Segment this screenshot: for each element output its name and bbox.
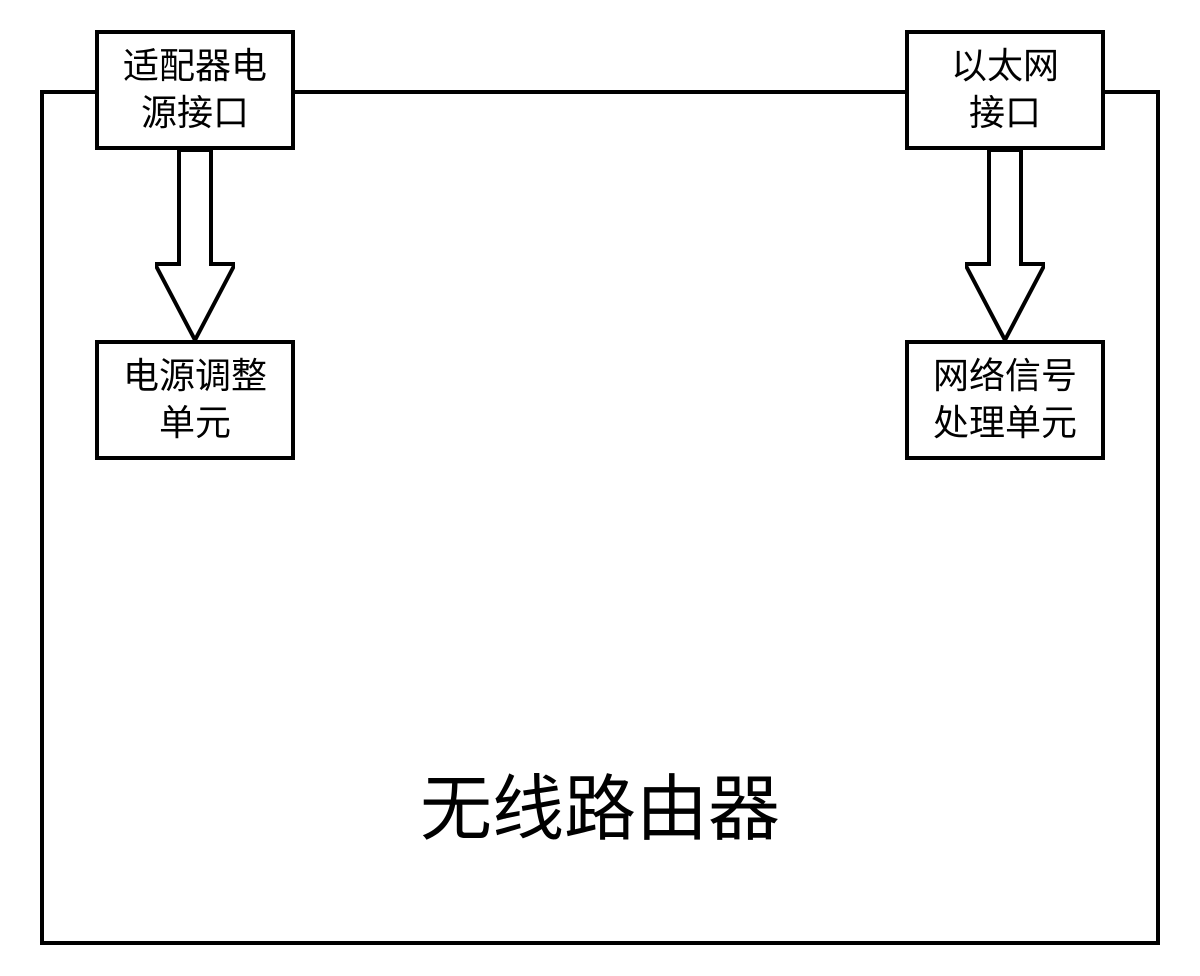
node-ethernet-interface: 以太网 接口 <box>905 30 1105 150</box>
node-power-adjust-unit: 电源调整 单元 <box>95 340 295 460</box>
node-network-signal-unit: 网络信号 处理单元 <box>905 340 1105 460</box>
node-adapter-power-interface: 适配器电 源接口 <box>95 30 295 150</box>
node-label-line2: 处理单元 <box>933 400 1077 447</box>
node-label-line2: 源接口 <box>141 90 249 137</box>
node-label-line2: 单元 <box>159 400 231 447</box>
arrow-right-icon <box>965 150 1045 340</box>
node-label-line2: 接口 <box>969 90 1041 137</box>
arrow-left-icon <box>155 150 235 340</box>
node-label-line1: 适配器电 <box>123 43 267 90</box>
diagram-title: 无线路由器 <box>0 750 1200 855</box>
node-label-line1: 电源调整 <box>123 353 267 400</box>
node-label-line1: 以太网 <box>951 43 1059 90</box>
node-label-line1: 网络信号 <box>933 353 1077 400</box>
